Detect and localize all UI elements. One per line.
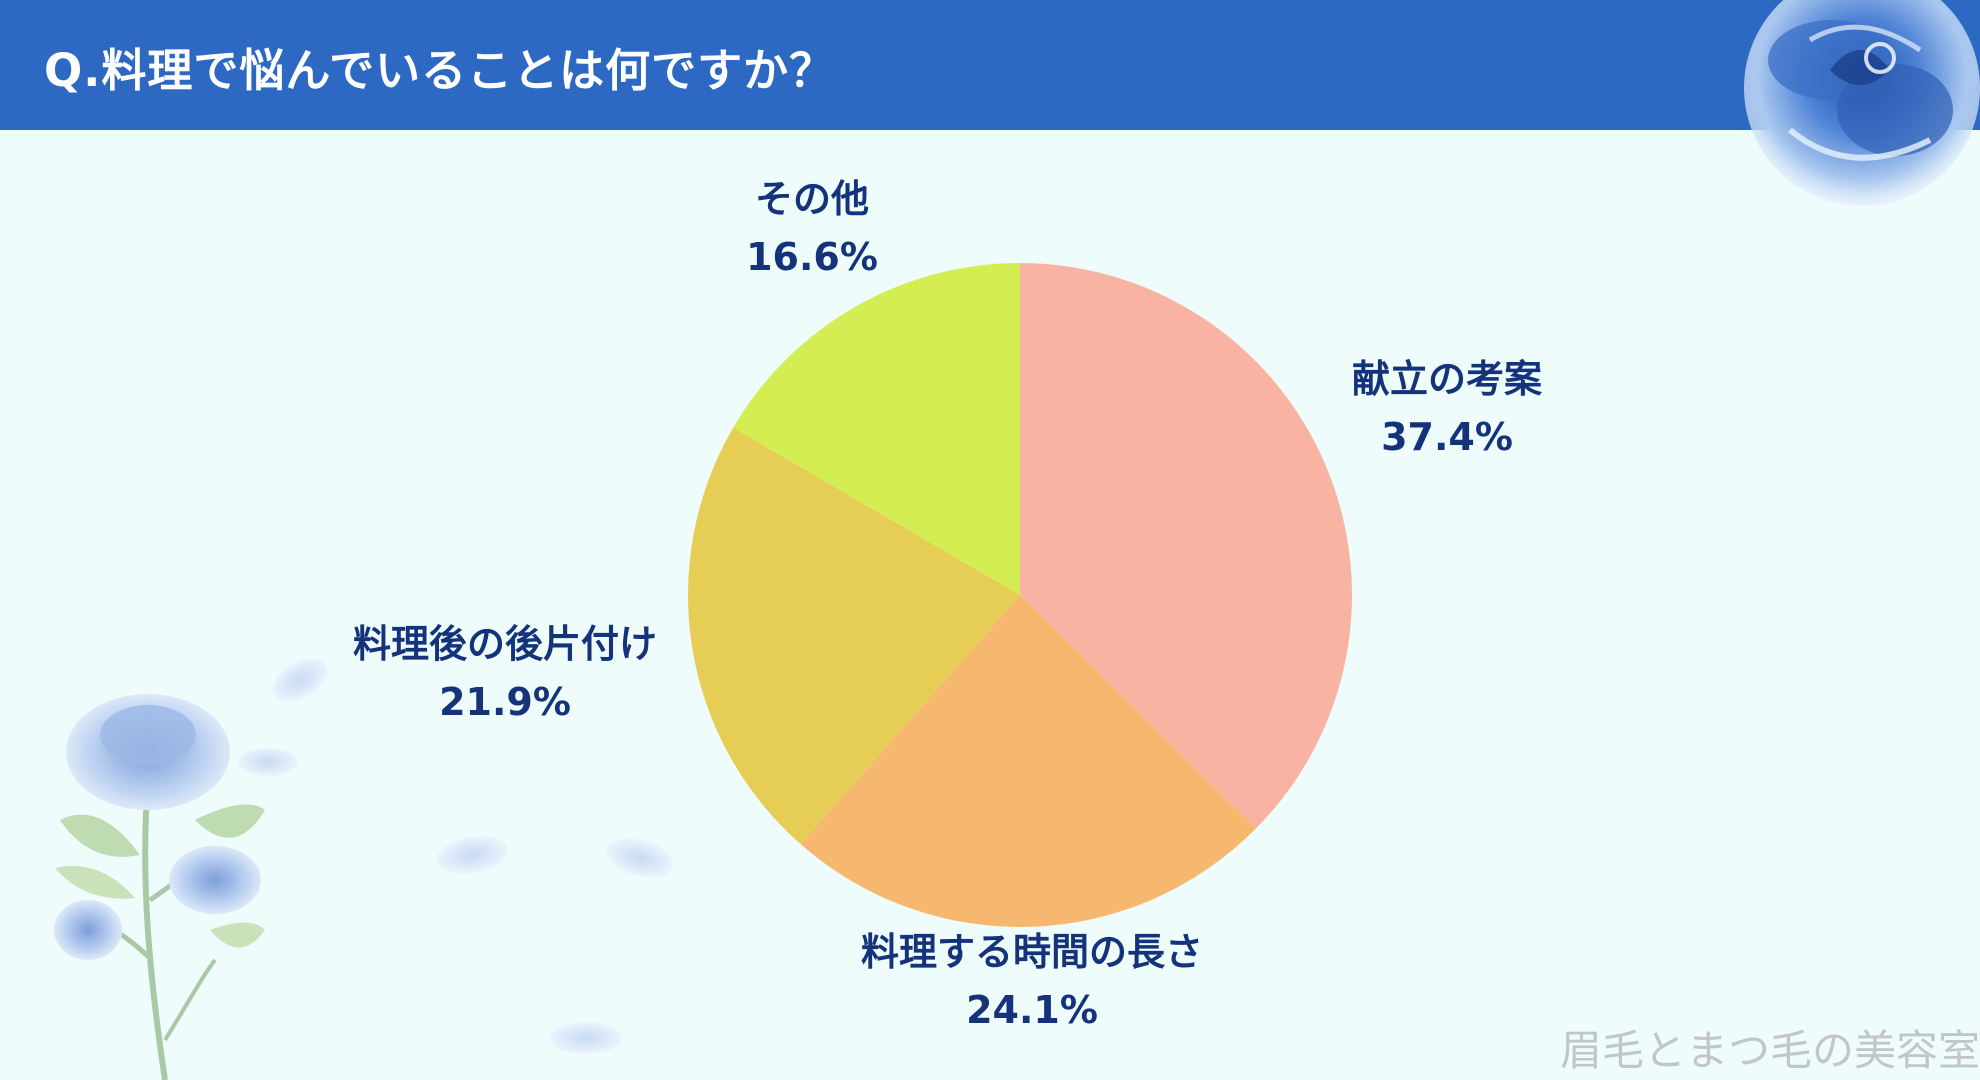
pie-slice: [733, 263, 1020, 595]
pie-slice: [1020, 263, 1352, 829]
pie-slice: [800, 595, 1257, 927]
slice-percent-label: 16.6%: [746, 235, 878, 279]
slice-percent-label: 37.4%: [1381, 415, 1513, 459]
slice-category-label: その他: [755, 177, 869, 221]
title-banner: Q.料理で悩んでいることは何ですか？: [0, 0, 1980, 130]
page-title: Q.料理で悩んでいることは何ですか？: [44, 44, 836, 97]
slice-percent-label: 21.9%: [439, 680, 571, 724]
watermark-text: 眉毛とまつ毛の美容室: [1559, 1026, 1980, 1075]
slice-category-label: 料理する時間の長さ: [861, 930, 1203, 974]
slice-category-label: 料理後の後片付け: [353, 622, 657, 666]
pie-slice: [687, 427, 1020, 845]
slice-category-label: 献立の考案: [1352, 357, 1543, 401]
slice-percent-label: 24.1%: [966, 988, 1098, 1032]
